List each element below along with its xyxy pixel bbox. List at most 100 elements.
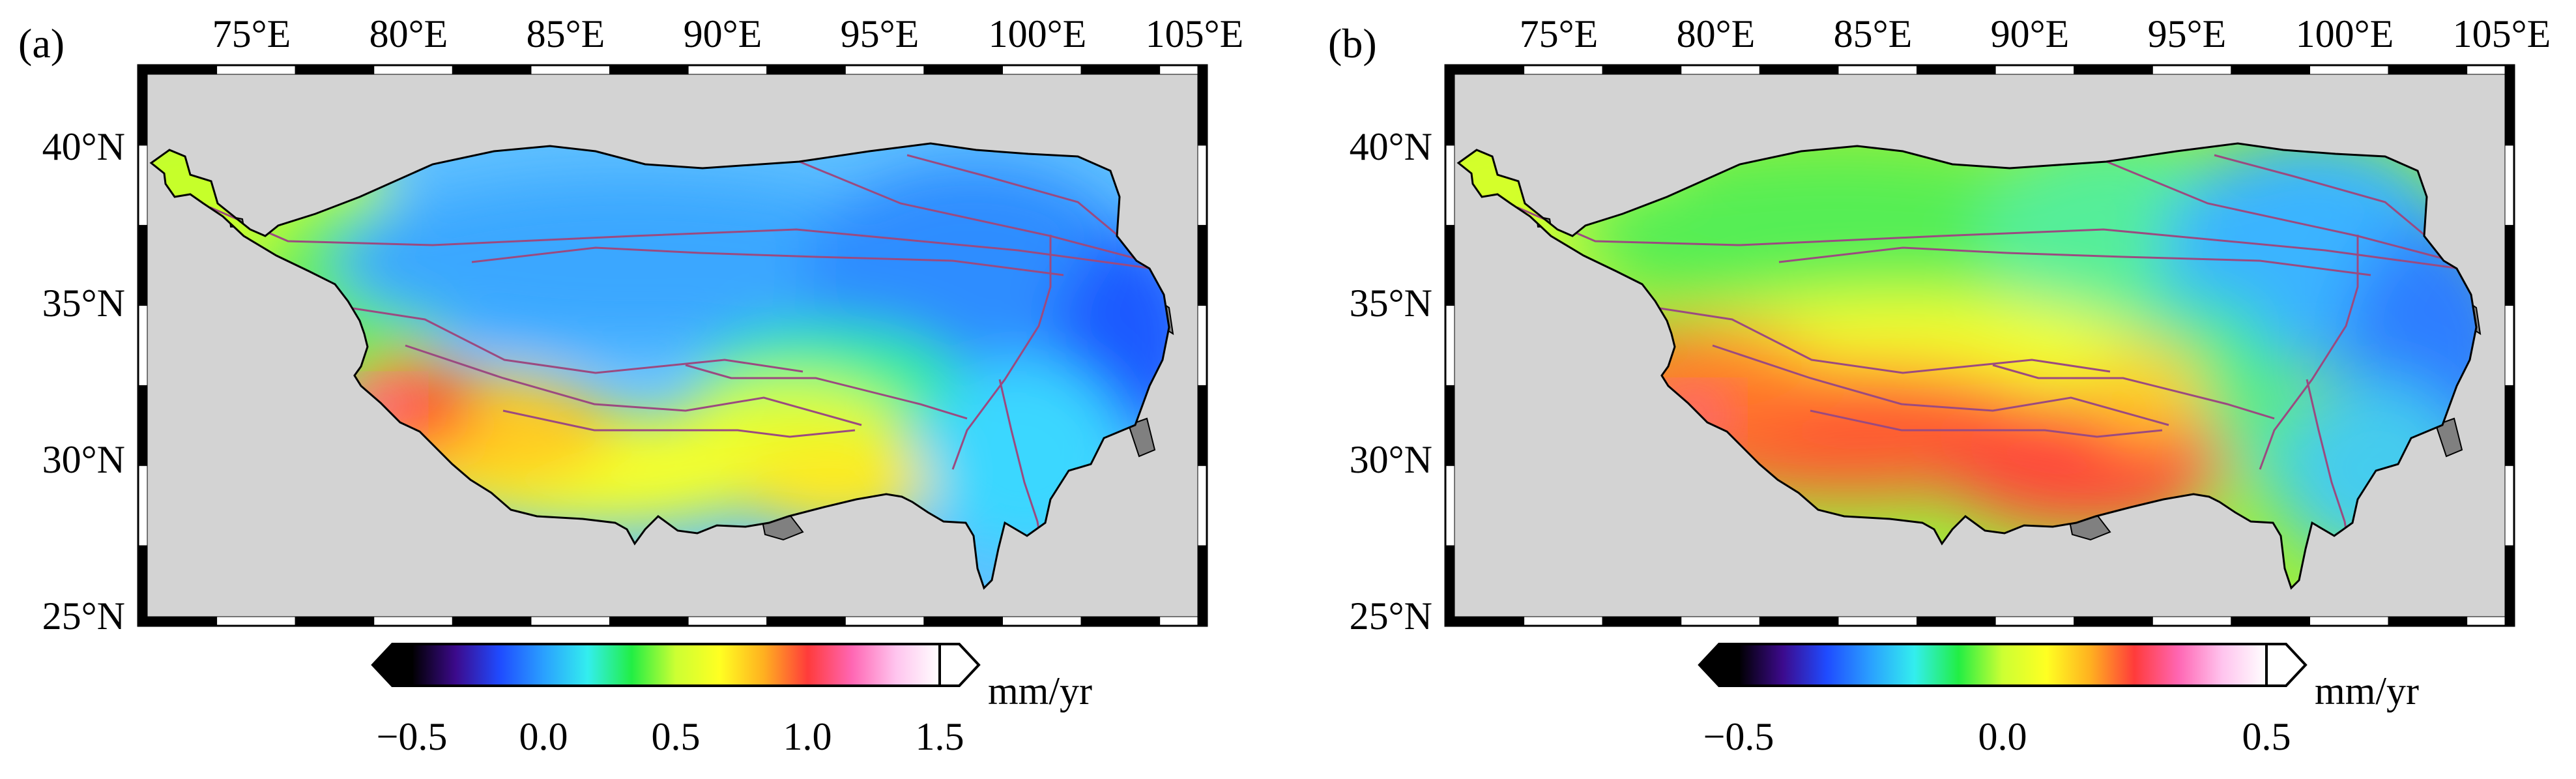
panel-b-frame-right-segment [2504, 145, 2515, 226]
panel-a-frame-bottom-segment [137, 616, 218, 626]
panel-b-frame-top-segment [2388, 65, 2468, 75]
panel-b-colorbar-ramp [1737, 643, 2268, 687]
panel-b: (b) 75°E 80°E 85°E 90°E 95°E 100°E 105°E… [1328, 12, 2551, 758]
panel-b-frame-top-segment [1995, 65, 2075, 75]
panel-b-lon-85: 85°E [1834, 12, 1913, 55]
panel-b-frame-top-segment [1524, 65, 1603, 75]
panel-b-frame-top-segment [2074, 65, 2153, 75]
panel-a-colorbar-tick-1: 0.0 [519, 715, 568, 758]
panel-b-frame-right-segment [2504, 65, 2515, 146]
panel-b-frame-top-segment [1838, 65, 1918, 75]
panel-a-frame-right-segment [1197, 145, 1208, 226]
panel-a-frame-left-segment [137, 65, 148, 146]
panel-b-frame-left-segment [1445, 465, 1455, 546]
panel-a-frame-bottom-segment [1002, 616, 1082, 626]
panel-a-frame-right-segment [1197, 225, 1208, 306]
panel-b-frame-right-segment [2504, 225, 2515, 306]
panel-a-colorbar-tick-3: 1.0 [783, 715, 832, 758]
panel-b-frame-top-segment [1445, 65, 1525, 75]
panel-a-lat-30: 30°N [42, 438, 125, 481]
panel-a-frame-top-segment [845, 65, 925, 75]
panel-a-label: (a) [18, 20, 65, 66]
panel-b-frame-bottom-segment [1681, 616, 1760, 626]
panel-b-frame-bottom-segment [1838, 616, 1918, 626]
panel-a-frame-top-segment [452, 65, 532, 75]
panel-b-frame-bottom-segment [2074, 616, 2153, 626]
panel-a-frame-right-segment [1197, 465, 1208, 546]
panel-b-frame [1444, 64, 2515, 627]
panel-a-colorbar-tick-0: −0.5 [377, 715, 448, 758]
panel-a-colorbar-unit: mm/yr [988, 669, 1092, 713]
panel-a-colorbar: −0.5 0.0 0.5 1.0 1.5 mm/yr [371, 643, 1092, 758]
panel-b-lon-ticks: 75°E 80°E 85°E 90°E 95°E 100°E 105°E [1520, 12, 2551, 55]
panel-a-frame-top-segment [373, 65, 453, 75]
panel-a-faults [209, 154, 1163, 561]
panel-b-frame-right-segment [2504, 545, 2515, 626]
panel-b-lat-35: 35°N [1350, 282, 1432, 325]
panel-a-frame-right-segment [1197, 65, 1208, 146]
panel-a-colorbar-tick-4: 1.5 [916, 715, 964, 758]
panel-b-frame-bottom-segment [2152, 616, 2232, 626]
panel-a-frame-top-segment [1002, 65, 1082, 75]
panel-b-frame-bottom-segment [2388, 616, 2468, 626]
panel-b-colorbar-tick-2: 0.5 [2242, 715, 2291, 758]
panel-a-frame-left-segment [137, 225, 148, 306]
panel-b-frame-bottom-segment [1445, 616, 1525, 626]
panel-a-frame-right-segment [1197, 385, 1208, 466]
panel-a-frame-bottom-segment [766, 616, 846, 626]
panel-b-lon-100: 100°E [2296, 12, 2394, 55]
panel-a-lon-95: 95°E [841, 12, 919, 55]
panel-b-frame-left-segment [1445, 385, 1455, 466]
panel-a-lat-40: 40°N [42, 125, 125, 168]
panel-a-frame-bottom-segment [687, 616, 768, 626]
panel-b-frame-left-segment [1445, 65, 1455, 146]
panel-a-frame-top-segment [766, 65, 846, 75]
panel-b-frame-bottom-segment [1995, 616, 2075, 626]
panel-a-frame-top-segment [923, 65, 1003, 75]
panel-b-label: (b) [1328, 20, 1377, 66]
panel-a-frame-right-segment [1197, 305, 1208, 386]
panel-b-lat-25: 25°N [1350, 595, 1432, 638]
panel-b-frame-left-segment [1445, 145, 1455, 226]
panel-a-frame-top-segment [687, 65, 768, 75]
panel-a-colorbar-ramp [411, 643, 941, 687]
panel-a-frame-left-segment [137, 305, 148, 386]
panel-b-lat-ticks: 40°N 35°N 30°N 25°N [1350, 125, 1432, 638]
panel-a-lat-25: 25°N [42, 595, 125, 638]
panel-a-lon-100: 100°E [989, 12, 1087, 55]
panel-b-lon-80: 80°E [1677, 12, 1756, 55]
panel-a-frame-top-segment [609, 65, 689, 75]
panel-a-frame-bottom-segment [530, 616, 611, 626]
panel-b-lon-95: 95°E [2148, 12, 2227, 55]
panel-b-lon-90: 90°E [1991, 12, 2070, 55]
panel-a-lon-ticks: 75°E 80°E 85°E 90°E 95°E 100°E 105°E [212, 12, 1244, 55]
panel-b-lon-105: 105°E [2453, 12, 2551, 55]
panel-a-frame-bottom-segment [1080, 616, 1161, 626]
panel-b-lon-75: 75°E [1520, 12, 1599, 55]
panel-a-frame-top-segment [530, 65, 611, 75]
panel-a-lon-75: 75°E [212, 12, 291, 55]
panel-a-frame-border [137, 64, 1208, 627]
panel-b-frame-bottom-segment [1602, 616, 1682, 626]
panel-b-lat-40: 40°N [1350, 125, 1432, 168]
panel-a: (a) 75°E 80°E 85°E 90°E 95°E 100°E 105°E… [18, 12, 1243, 758]
panel-a-frame-right-segment [1197, 545, 1208, 626]
panel-b-frame-top-segment [2309, 65, 2389, 75]
panel-b-colorbar-tick-1: 0.0 [1978, 715, 2027, 758]
panel-a-lon-105: 105°E [1146, 12, 1244, 55]
panel-a-frame-bottom-segment [216, 616, 296, 626]
panel-a-frame-bottom-segment [452, 616, 532, 626]
panel-b-frame-bottom-segment [1917, 616, 1996, 626]
panel-b-colorbar-tick-0: −0.5 [1703, 715, 1774, 758]
panel-a-lat-35: 35°N [42, 282, 125, 325]
panel-b-frame-bottom-segment [2309, 616, 2389, 626]
panel-a-frame-left-segment [137, 145, 148, 226]
panel-a-frame-top-segment [137, 65, 218, 75]
panel-b-frame-right-segment [2504, 465, 2515, 546]
panel-a-frame-top-segment [295, 65, 375, 75]
panel-a-colorbar-tick-2: 0.5 [652, 715, 701, 758]
panel-b-frame-bottom-segment [1759, 616, 1839, 626]
panel-b-frame-left-segment [1445, 545, 1455, 626]
panel-a-frame-bottom-segment [923, 616, 1003, 626]
